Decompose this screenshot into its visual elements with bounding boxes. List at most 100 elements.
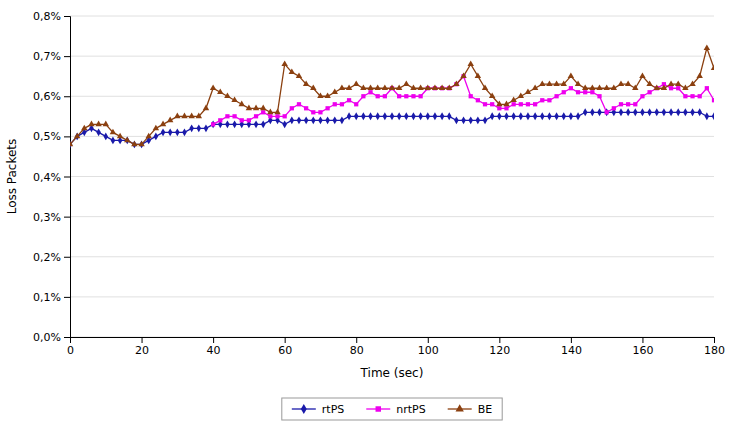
point	[582, 85, 588, 91]
point	[411, 112, 416, 120]
point	[411, 94, 415, 98]
point	[475, 72, 481, 78]
point	[510, 97, 516, 103]
point	[419, 94, 423, 98]
point	[633, 108, 638, 116]
point	[383, 112, 388, 120]
legend-marker	[456, 404, 464, 411]
line	[70, 48, 714, 144]
point	[561, 112, 566, 120]
point	[618, 80, 624, 86]
point	[310, 85, 316, 91]
tick: 0,8%	[33, 10, 70, 23]
point	[254, 114, 258, 118]
point	[390, 112, 395, 120]
point	[376, 94, 380, 98]
point	[70, 141, 73, 147]
tick-mark	[428, 337, 429, 343]
point	[217, 89, 223, 95]
tick: 180	[704, 337, 725, 357]
legend-item: rtPS	[292, 403, 344, 416]
point	[575, 80, 581, 86]
legend-label: rtPS	[322, 403, 344, 416]
point	[468, 116, 473, 124]
tick-label: 140	[561, 344, 582, 357]
tick: 0,3%	[33, 211, 70, 224]
point	[153, 125, 159, 131]
tick-label: 0,2%	[33, 251, 61, 264]
point	[225, 114, 229, 118]
point	[317, 93, 323, 99]
tick-mark	[64, 16, 70, 17]
legend-item: nrtPS	[366, 403, 425, 416]
point	[74, 133, 80, 139]
tick: 0,1%	[33, 291, 70, 304]
point	[404, 112, 409, 120]
point	[289, 68, 295, 74]
point	[518, 93, 524, 99]
point	[131, 141, 137, 147]
point	[569, 86, 573, 90]
point	[124, 137, 130, 143]
grid-line	[70, 96, 714, 97]
tick-label: 80	[350, 344, 364, 357]
point	[332, 116, 337, 124]
tick-mark	[714, 337, 715, 343]
tick-label: 0,5%	[33, 130, 61, 143]
point	[346, 85, 352, 91]
tick-mark	[285, 337, 286, 343]
point	[239, 101, 245, 107]
point	[318, 110, 322, 114]
point	[203, 105, 209, 111]
point	[332, 89, 338, 95]
point	[562, 90, 566, 94]
point	[697, 108, 702, 116]
point	[253, 105, 259, 111]
point	[512, 102, 516, 106]
chart-svg: 0204060801001201401601800,0%0,1%0,2%0,3%…	[0, 0, 740, 433]
tick: 160	[632, 337, 653, 357]
tick-label: 0	[67, 344, 74, 357]
point	[539, 80, 545, 86]
point	[361, 112, 366, 120]
point	[503, 101, 509, 107]
point	[325, 106, 329, 110]
point	[519, 102, 523, 106]
point	[181, 113, 187, 119]
point	[333, 102, 337, 106]
point	[532, 85, 538, 91]
tick-mark	[356, 337, 357, 343]
point	[397, 94, 401, 98]
tick-label: 40	[207, 344, 221, 357]
point	[361, 94, 365, 98]
point	[161, 128, 166, 136]
point	[540, 98, 544, 102]
tick-label: 0,8%	[33, 10, 61, 23]
point	[297, 116, 302, 124]
point	[210, 85, 216, 91]
point	[197, 124, 202, 132]
tick-mark	[64, 297, 70, 298]
point	[81, 125, 87, 131]
point	[526, 112, 531, 120]
point	[368, 90, 372, 94]
point	[440, 112, 445, 120]
point	[340, 102, 344, 106]
point	[662, 108, 667, 116]
tick: 0	[67, 337, 74, 357]
point	[640, 108, 645, 116]
x-axis-title: Time (sec)	[360, 366, 424, 380]
point	[533, 102, 537, 106]
tick-label: 120	[489, 344, 510, 357]
point	[569, 112, 574, 120]
point	[375, 112, 380, 120]
point	[696, 72, 702, 78]
point	[231, 97, 237, 103]
point	[274, 109, 280, 115]
point	[661, 85, 667, 91]
point	[690, 108, 695, 116]
point	[240, 118, 244, 122]
tick: 0,2%	[33, 251, 70, 264]
tick: 0,4%	[33, 171, 70, 184]
legend-item: BE	[448, 403, 493, 416]
